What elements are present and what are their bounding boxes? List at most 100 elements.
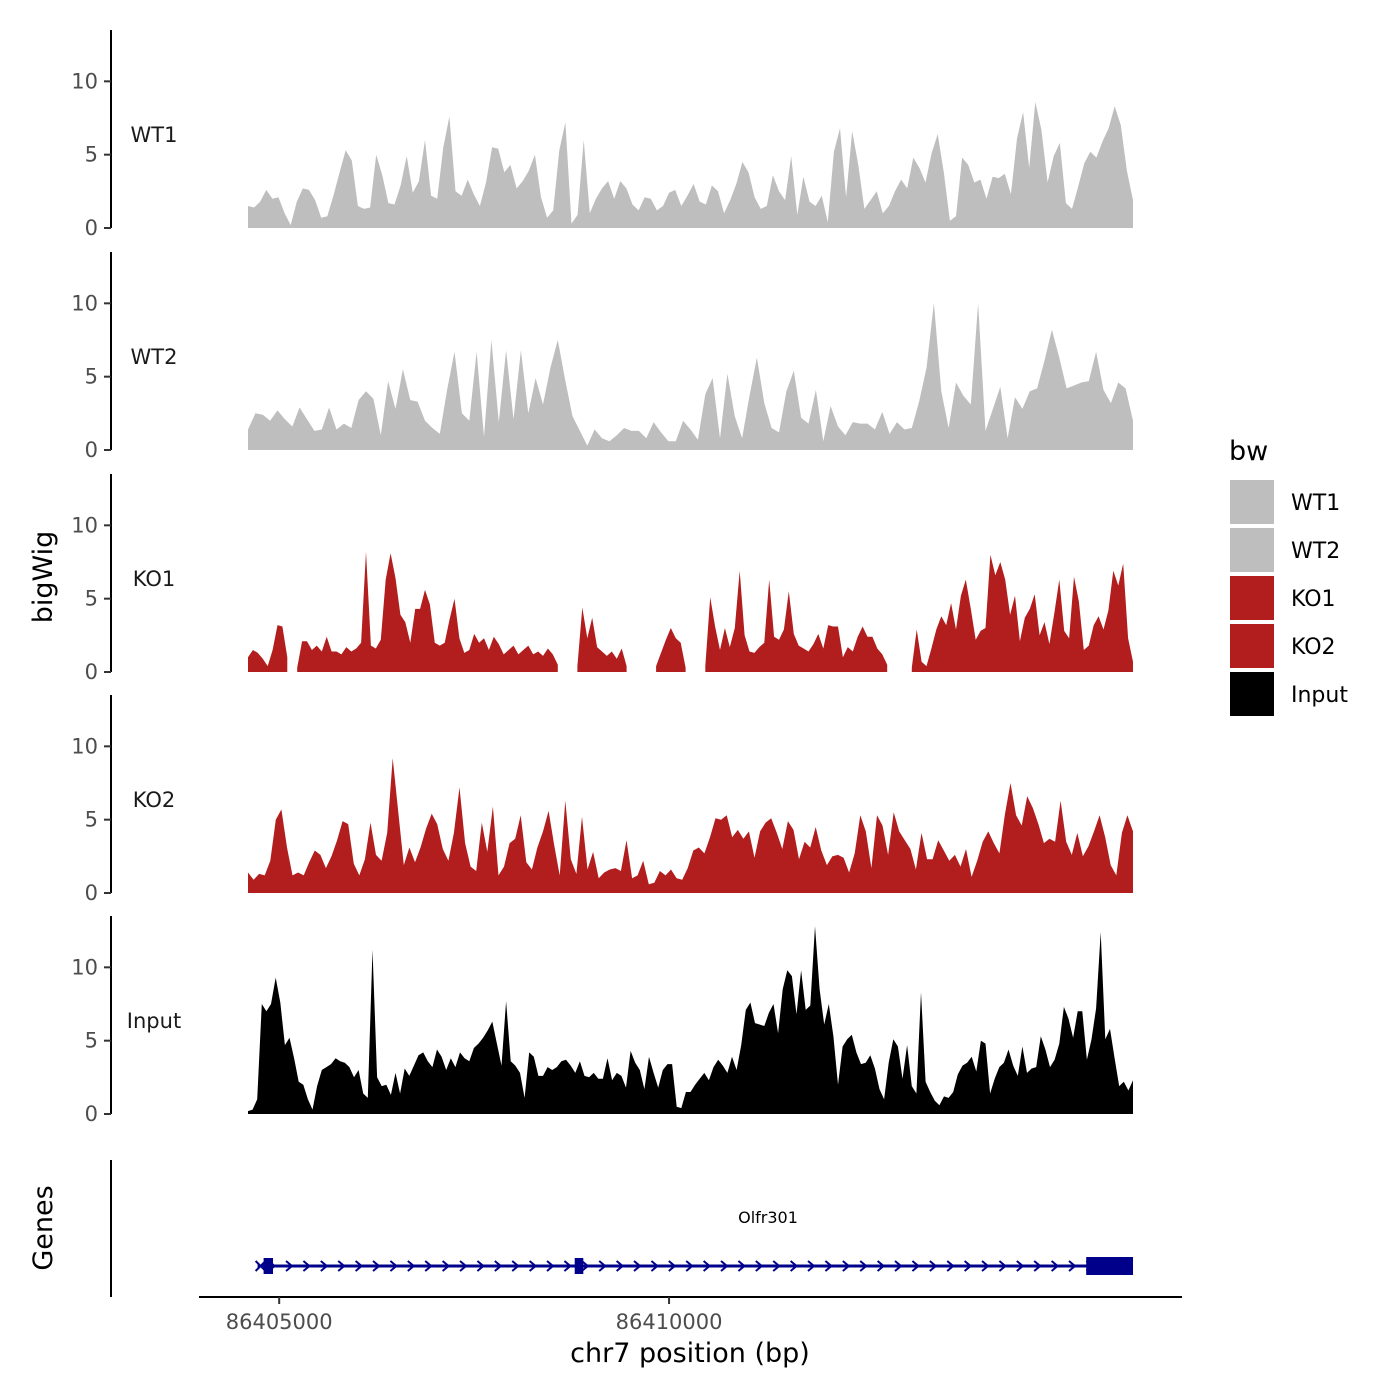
legend-title: bw bbox=[1229, 436, 1268, 467]
strand-arrow bbox=[528, 1260, 538, 1272]
y-tick-label-ko2-0: 0 bbox=[85, 881, 98, 905]
y-tick-label-wt2-0: 0 bbox=[85, 438, 98, 462]
y-tick-label-wt2-5: 5 bbox=[85, 365, 98, 389]
legend-swatch-input bbox=[1230, 672, 1274, 716]
strand-arrow bbox=[720, 1260, 729, 1272]
track-input: 0 5 10 Input bbox=[71, 916, 1133, 1126]
y-tick-label-input-5: 5 bbox=[85, 1029, 98, 1053]
y-tick-label-input-0: 0 bbox=[85, 1102, 98, 1126]
x-tick-label-86405000: 86405000 bbox=[226, 1310, 333, 1334]
legend-label-input: Input bbox=[1291, 683, 1348, 708]
area-ko2 bbox=[248, 758, 1133, 893]
strand-arrow bbox=[598, 1260, 607, 1272]
track-ko2: 0 5 10 KO2 bbox=[71, 695, 1133, 905]
y-tick-label-ko2-5: 5 bbox=[85, 808, 98, 832]
gene-track: Olfr301 bbox=[110, 1160, 1133, 1297]
strand-arrow bbox=[546, 1260, 555, 1272]
strand-arrow bbox=[929, 1260, 938, 1272]
track-wt2: 0 5 10 WT2 bbox=[71, 252, 1133, 462]
tracks-layer: 0 5 10 WT1 0 5 10 WT2 0 5 10 KO1 0 5 10 KO2 0 5 10 Input bbox=[71, 30, 1133, 1126]
track-label-wt2: WT2 bbox=[131, 345, 178, 369]
strand-arrow bbox=[441, 1260, 451, 1272]
y-tick-label-wt2-10: 10 bbox=[71, 291, 98, 315]
gene-axis-title: Genes bbox=[28, 1185, 59, 1270]
x-tick-label-86410000: 86410000 bbox=[616, 1310, 723, 1334]
strand-arrow bbox=[807, 1260, 816, 1272]
track-label-ko2: KO2 bbox=[133, 788, 176, 812]
strand-arrow bbox=[650, 1260, 659, 1272]
legend-swatch-ko2 bbox=[1230, 624, 1274, 668]
strand-arrow bbox=[737, 1260, 746, 1272]
strand-arrow bbox=[755, 1260, 764, 1272]
legend: bw WT1 WT2 KO1 KO2 Input bbox=[1229, 436, 1348, 716]
legend-swatch-ko1 bbox=[1230, 576, 1274, 620]
strand-arrow bbox=[337, 1260, 346, 1272]
legend-swatch-wt2 bbox=[1230, 528, 1274, 572]
y-tick-label-ko1-0: 0 bbox=[85, 660, 98, 684]
area-wt2 bbox=[248, 303, 1133, 450]
strand-arrow bbox=[633, 1260, 642, 1272]
x-axis: 86405000 86410000 bbox=[199, 1296, 1182, 1334]
legend-swatch-wt1 bbox=[1230, 480, 1274, 524]
gene-name-label: Olfr301 bbox=[738, 1208, 798, 1227]
exon-2 bbox=[574, 1258, 584, 1274]
strand-arrow bbox=[998, 1260, 1007, 1272]
y-tick-label-wt1-10: 10 bbox=[71, 69, 98, 93]
strand-arrow bbox=[494, 1260, 503, 1272]
strand-arrow bbox=[563, 1260, 572, 1272]
strand-arrow bbox=[1068, 1260, 1077, 1272]
area-ko1-segment-6 bbox=[911, 554, 1133, 672]
x-axis-title: chr7 position (bp) bbox=[570, 1338, 810, 1369]
strand-arrow bbox=[459, 1260, 468, 1272]
strand-arrow bbox=[1033, 1260, 1042, 1272]
strand-arrow bbox=[1050, 1260, 1060, 1272]
strand-arrow bbox=[1016, 1260, 1025, 1272]
strand-arrow bbox=[894, 1260, 903, 1272]
strand-arrow bbox=[981, 1260, 990, 1272]
strand-arrow bbox=[285, 1260, 294, 1272]
y-axis-title: bigWig bbox=[28, 531, 59, 624]
legend-label-wt1: WT1 bbox=[1291, 491, 1340, 516]
area-input bbox=[248, 926, 1133, 1114]
y-tick-label-ko1-5: 5 bbox=[85, 587, 98, 611]
strand-arrow bbox=[615, 1260, 625, 1272]
y-tick-label-ko2-10: 10 bbox=[71, 734, 98, 758]
strand-arrow bbox=[581, 1260, 590, 1272]
strand-arrow bbox=[685, 1260, 694, 1272]
area-ko1-segment-2 bbox=[297, 551, 558, 672]
strand-arrow bbox=[320, 1260, 329, 1272]
area-ko1-segment-4 bbox=[656, 628, 686, 672]
y-tick-label-input-10: 10 bbox=[71, 955, 98, 979]
strand-arrow bbox=[302, 1260, 311, 1272]
y-tick-label-wt1-0: 0 bbox=[85, 216, 98, 240]
strand-arrow bbox=[511, 1260, 520, 1272]
legend-label-ko1: KO1 bbox=[1291, 587, 1336, 612]
strand-arrow bbox=[911, 1260, 920, 1272]
legend-label-wt2: WT2 bbox=[1291, 539, 1340, 564]
strand-arrow bbox=[824, 1260, 833, 1272]
strand-arrow bbox=[389, 1260, 398, 1272]
exon-3 bbox=[1086, 1257, 1133, 1275]
strand-arrow bbox=[876, 1260, 886, 1272]
y-tick-label-wt1-5: 5 bbox=[85, 143, 98, 167]
area-ko1-segment-3 bbox=[577, 607, 627, 672]
strand-arrow bbox=[407, 1260, 416, 1272]
strand-arrow bbox=[372, 1260, 381, 1272]
strand-arrow bbox=[859, 1260, 868, 1272]
track-label-input: Input bbox=[127, 1009, 181, 1033]
area-wt1 bbox=[248, 101, 1133, 228]
exon-1 bbox=[263, 1258, 273, 1274]
strand-arrow bbox=[424, 1260, 433, 1272]
strand-arrow bbox=[702, 1260, 712, 1272]
track-wt1: 0 5 10 WT1 bbox=[71, 30, 1133, 240]
y-tick-label-ko1-10: 10 bbox=[71, 513, 98, 537]
strand-arrow bbox=[842, 1260, 851, 1272]
strand-arrow bbox=[476, 1260, 485, 1272]
area-ko1-segment-1 bbox=[248, 625, 288, 672]
strand-arrow bbox=[789, 1260, 799, 1272]
strand-arrow bbox=[772, 1260, 781, 1272]
area-ko1-segment-5 bbox=[705, 570, 888, 672]
strand-arrow bbox=[354, 1260, 364, 1272]
strand-arrow bbox=[963, 1260, 973, 1272]
